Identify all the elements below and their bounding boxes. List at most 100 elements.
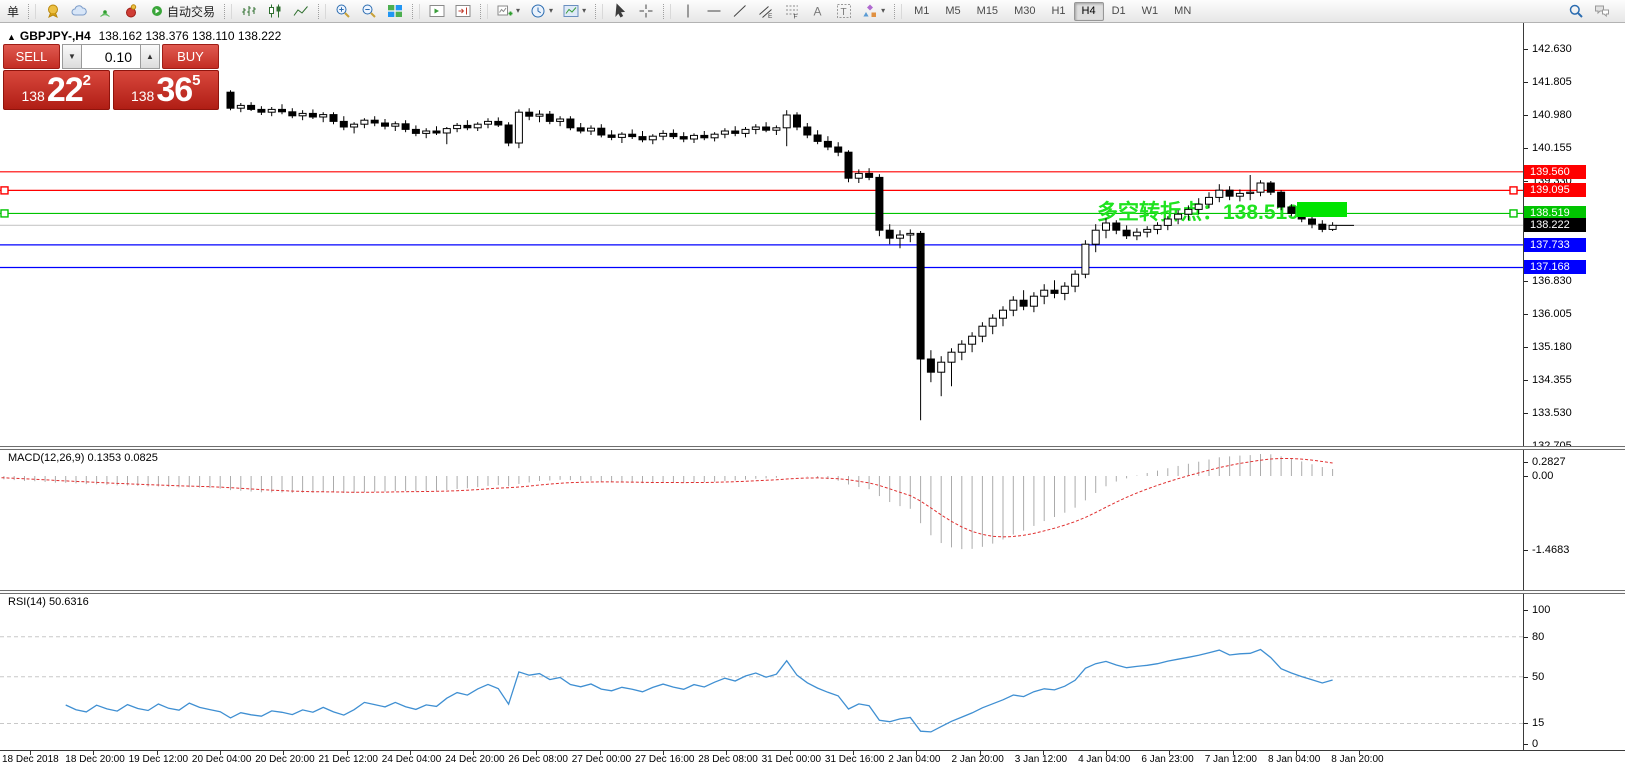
price-axis[interactable]: 142.630 141.805 140.980 140.155 139.330 136.8… — [1523, 23, 1625, 750]
price-tick-label: 134.355 — [1532, 374, 1572, 386]
pivot-annotation-text[interactable]: 多空转折点：138.519 — [1097, 200, 1299, 224]
candle-body — [731, 130, 740, 134]
panel-separator[interactable] — [0, 590, 1625, 594]
candle-body — [751, 126, 760, 130]
candle-body — [1040, 289, 1049, 297]
volume-input[interactable]: 0.10 — [82, 44, 140, 69]
vertical-line-button[interactable] — [675, 1, 701, 21]
rsi-panel-canvas[interactable] — [0, 594, 1523, 750]
candle-body — [896, 234, 904, 239]
cursor-button[interactable] — [607, 1, 633, 21]
candle-body — [226, 91, 235, 109]
candle-body — [432, 130, 441, 134]
dropdown-caret-icon[interactable]: ▾ — [582, 6, 587, 15]
new-order-button-label: 单 — [7, 4, 20, 19]
candle-body — [463, 124, 472, 129]
macd-main-value: 0.1353 — [87, 452, 122, 464]
candle-body — [339, 120, 348, 128]
volume-decrease-button[interactable]: ▼ — [62, 44, 82, 69]
new-order-button[interactable]: 单 — [2, 1, 24, 21]
tf-m15[interactable]: M15 — [969, 2, 1006, 21]
dropdown-caret-icon[interactable]: ▾ — [516, 6, 521, 15]
pivot-line-handle[interactable] — [1509, 209, 1518, 218]
rsi-tick-label: 15 — [1532, 717, 1545, 730]
trendline-button[interactable] — [727, 1, 753, 21]
market-button[interactable] — [118, 1, 144, 21]
autotrade-button[interactable]: 自动交易 — [144, 1, 220, 21]
zoom-out-button[interactable] — [356, 1, 382, 21]
collapse-arrow-icon[interactable]: ▲ — [7, 32, 16, 42]
chart-shift-button[interactable] — [424, 1, 450, 21]
fibonacci-button[interactable]: F — [779, 1, 805, 21]
candle-body — [710, 133, 719, 139]
periods-button[interactable]: ▾ — [525, 1, 558, 21]
bar-chart-button[interactable] — [236, 1, 262, 21]
pivot-line-handle[interactable] — [0, 209, 9, 218]
arrows-button[interactable]: ▾ — [857, 1, 890, 21]
sell-price-prefix: 138 — [21, 88, 45, 104]
macd-histogram — [3, 454, 1334, 550]
toolbar-separator — [224, 3, 233, 19]
tf-m1[interactable]: M1 — [906, 2, 937, 21]
time-label: 31 Dec 16:00 — [824, 754, 885, 765]
candles-icon — [267, 3, 283, 19]
time-axis[interactable]: 18 Dec 2018 18 Dec 20:00 19 Dec 12:00 20 De… — [0, 750, 1625, 766]
zoom-in-button[interactable] — [330, 1, 356, 21]
text-label-button[interactable]: T — [831, 1, 857, 21]
buy-price-box[interactable]: 138 36 5 — [112, 70, 219, 110]
highlight-zone[interactable] — [1297, 202, 1347, 217]
buy-price-main: 36 — [156, 71, 193, 109]
candle-body — [1019, 299, 1028, 307]
toolbar-separator — [480, 3, 489, 19]
autotrade-icon — [149, 3, 165, 19]
resistance-line-lower-handle[interactable] — [0, 186, 9, 195]
resistance-line-lower-handle[interactable] — [1509, 186, 1518, 195]
crosshair-button[interactable] — [633, 1, 659, 21]
candle-body — [422, 130, 431, 134]
sell-price-box[interactable]: 138 22 2 — [3, 70, 110, 110]
new-chart-button[interactable]: ▾ — [492, 1, 525, 21]
line-chart-button[interactable] — [288, 1, 314, 21]
panel-separator[interactable] — [0, 446, 1625, 450]
svg-text:E: E — [768, 13, 773, 19]
candle-body — [885, 229, 894, 239]
dropdown-caret-icon[interactable]: ▾ — [881, 6, 886, 15]
templates-button[interactable]: ▾ — [558, 1, 591, 21]
auto-scroll-button[interactable] — [450, 1, 476, 21]
channel-button[interactable]: E — [753, 1, 779, 21]
dropdown-caret-icon[interactable]: ▾ — [549, 6, 554, 15]
tile-windows-button[interactable] — [382, 1, 408, 21]
horizontal-line-button[interactable] — [701, 1, 727, 21]
signals-button[interactable] — [92, 1, 118, 21]
candle-body — [1009, 299, 1018, 311]
cloud-button[interactable] — [66, 1, 92, 21]
volume-increase-button[interactable]: ▲ — [140, 44, 160, 69]
text-button[interactable]: A — [805, 1, 831, 21]
candle-body — [597, 127, 606, 136]
sell-button[interactable]: SELL — [3, 44, 60, 69]
rsi-tick-label: 50 — [1532, 670, 1545, 683]
community-button[interactable] — [40, 1, 66, 21]
macd-panel-canvas[interactable] — [0, 450, 1523, 590]
time-label: 21 Dec 12:00 — [318, 754, 379, 765]
search-button[interactable] — [1563, 1, 1589, 21]
auto-scroll-icon — [455, 3, 471, 19]
time-tick — [599, 751, 601, 755]
tf-m30[interactable]: M30 — [1006, 2, 1043, 21]
price-chart-canvas[interactable]: 多空转折点：138.519 — [0, 23, 1523, 446]
tf-mn[interactable]: MN — [1166, 2, 1199, 21]
tf-h4[interactable]: H4 — [1073, 1, 1104, 21]
candlestick-chart-button[interactable] — [262, 1, 288, 21]
macd-name: MACD(12,26,9) — [8, 452, 85, 464]
tf-w1[interactable]: W1 — [1134, 2, 1167, 21]
tf-m5-label: M5 — [945, 5, 961, 17]
candle-body — [968, 335, 977, 345]
chat-button[interactable] — [1589, 1, 1615, 21]
zoom-out-icon — [361, 3, 377, 19]
toolbar-group: E F A T ▾ — [675, 0, 890, 22]
tf-m5[interactable]: M5 — [937, 2, 968, 21]
buy-button[interactable]: BUY — [162, 44, 219, 69]
tf-d1[interactable]: D1 — [1104, 2, 1134, 21]
toolbar-group — [330, 0, 408, 22]
tf-h1[interactable]: H1 — [1043, 2, 1073, 21]
